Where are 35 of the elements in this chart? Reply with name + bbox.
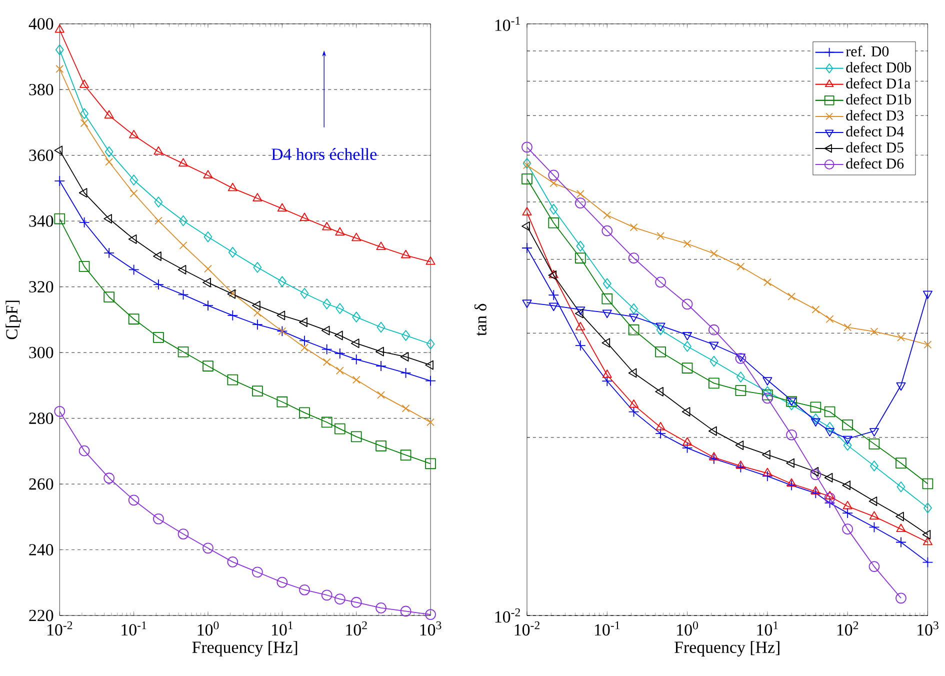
legend-label: ref. D0: [846, 46, 889, 56]
y-tick-label: 220: [29, 610, 54, 622]
y-axis-title: C[pF]: [6, 300, 21, 340]
legend-label: defect D1b: [846, 94, 911, 104]
y-tick-label: 360: [29, 150, 54, 161]
x-tick-label: 10$^{-1}$: [122, 621, 146, 636]
y-tick-label: 380: [29, 84, 54, 96]
y-tick-label: 320: [29, 281, 54, 292]
x-tick-label: 10$^{1}$: [757, 621, 778, 636]
x-tick-label: 10$^{3}$: [420, 621, 442, 636]
y-tick-label: 400: [28, 18, 54, 30]
y-tick-label: 340: [29, 215, 54, 227]
x-tick-label: 10$^{0}$: [198, 621, 219, 636]
y-tick-label: 240: [29, 544, 54, 556]
x-tick-label: 10$^{-2}$: [47, 621, 72, 636]
x-tick-label: 10$^{2}$: [346, 621, 367, 636]
x-tick-label: 10$^{-1}$: [594, 621, 620, 636]
x-tick-label: 10$^{0}$: [677, 621, 698, 636]
x-tick-label: 10$^{-2}$: [514, 621, 540, 636]
x-tick-label: 10$^{3}$: [918, 621, 938, 636]
annotation: D4 hors échelle: [272, 148, 377, 160]
legend-label: defect D6: [846, 158, 904, 169]
y-tick-label: 300: [29, 346, 54, 358]
legend-label: defect D0b: [846, 62, 911, 72]
y-tick-label: 280: [29, 412, 54, 424]
legend-label: defect D3: [846, 110, 904, 120]
x-tick-label: 10$^{2}$: [837, 621, 858, 636]
legend-label: defect D4: [846, 126, 904, 136]
x-tick-label: 10$^{1}$: [272, 621, 293, 636]
x-axis-title: Frequency [Hz]: [674, 641, 780, 656]
y-tick-label: 260: [29, 478, 54, 490]
x-axis-title: Frequency [Hz]: [192, 641, 298, 656]
y-axis-title: tan δ: [474, 304, 486, 336]
legend-label: defect D5: [846, 142, 904, 152]
legend-label: defect D1a: [846, 78, 910, 88]
